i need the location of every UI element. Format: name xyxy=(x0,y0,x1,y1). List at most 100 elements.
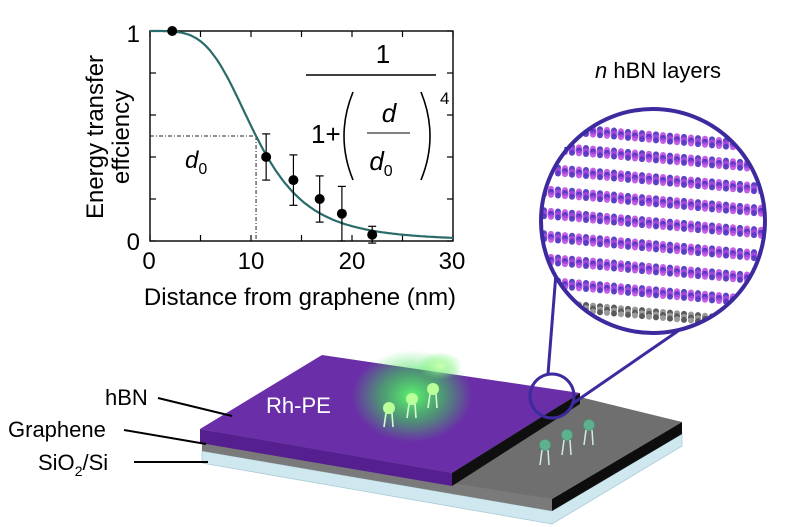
hbn-atom xyxy=(548,191,554,198)
hbn-atom xyxy=(660,157,666,164)
hbn-atom xyxy=(772,277,778,283)
hbn-atom xyxy=(772,212,778,218)
hbn-atom xyxy=(639,200,645,207)
hbn-atom xyxy=(765,144,771,150)
hbn-atom xyxy=(590,240,596,247)
graphene-atom xyxy=(562,300,568,307)
hbn-atom xyxy=(681,203,687,210)
hbn-atom xyxy=(604,174,610,181)
hbn-atom xyxy=(639,291,645,298)
hbn-atom xyxy=(604,287,610,294)
hbn-atom xyxy=(541,169,547,176)
hbn-atom xyxy=(569,238,575,245)
data-point-3 xyxy=(314,194,325,204)
hbn-atom xyxy=(527,255,533,261)
y-axis-label-line2: effciency xyxy=(108,90,135,184)
hbn-atom xyxy=(597,264,603,271)
graphene-atom xyxy=(751,323,757,330)
hbn-atom xyxy=(646,222,652,229)
hbn-atom xyxy=(737,230,743,237)
data-point-2 xyxy=(288,175,299,186)
x-axis-label: Distance from graphene (nm) xyxy=(144,284,456,311)
hbn-atom xyxy=(674,271,680,278)
hbn-atom xyxy=(534,121,540,127)
hbn-layer-2 xyxy=(541,165,765,193)
hbn-atom xyxy=(758,210,764,217)
rh-pe-molecule-quenched xyxy=(539,419,595,466)
hbn-atom xyxy=(723,163,729,170)
hbn-atom xyxy=(772,209,778,215)
hbn-atom xyxy=(765,167,771,173)
hbn-atom xyxy=(751,301,757,308)
hbn-atom xyxy=(639,136,645,143)
zoom-title: n hBN layers xyxy=(595,58,721,83)
hbn-atom xyxy=(618,220,624,227)
data-point-5 xyxy=(367,229,378,240)
graphene-atom xyxy=(758,323,764,330)
formula-one-plus: 1+ xyxy=(311,119,341,149)
hbn-layer-3 xyxy=(541,187,765,215)
hbn-atom xyxy=(569,284,575,291)
graphene-atom xyxy=(737,318,743,325)
hbn-atom xyxy=(716,229,722,236)
hbn-atom xyxy=(772,231,778,237)
hbn-atom xyxy=(765,296,771,302)
hbn-atom xyxy=(688,295,694,302)
hbn-atom xyxy=(583,151,589,158)
hbn-atom xyxy=(716,252,722,259)
hbn-atom xyxy=(576,127,582,134)
hbn-atom xyxy=(751,188,757,195)
hbn-atom xyxy=(527,123,533,129)
hbn-atom xyxy=(667,270,673,277)
graphene-atom xyxy=(765,321,771,327)
hbn-atom xyxy=(541,144,547,151)
hbn-atom xyxy=(632,135,638,142)
hbn-atom xyxy=(639,268,645,275)
hbn-atom xyxy=(695,141,701,148)
hbn-atom xyxy=(751,143,757,150)
hbn-atom xyxy=(597,241,603,248)
hbn-atom xyxy=(702,205,708,212)
hbn-atom xyxy=(632,290,638,297)
substrate-label: SiO2/Si xyxy=(38,450,108,479)
hbn-atom xyxy=(716,163,722,170)
hbn-atom xyxy=(674,159,680,166)
hbn-atom xyxy=(541,124,547,131)
hbn-atom xyxy=(723,229,729,236)
hbn-atom xyxy=(569,123,575,130)
hbn-atom xyxy=(555,148,561,155)
graphene-atom xyxy=(527,300,533,306)
hbn-atom xyxy=(534,166,540,172)
graphene-atom xyxy=(653,314,659,321)
hbn-atom xyxy=(604,152,610,159)
hbn-atom xyxy=(548,144,554,151)
hbn-atom xyxy=(534,259,540,265)
hbn-atom xyxy=(744,165,750,172)
hbn-atom xyxy=(737,296,743,303)
zoom-border xyxy=(539,107,767,335)
hbn-atom xyxy=(527,168,533,174)
hbn-atom xyxy=(555,125,561,132)
hbn-atom xyxy=(730,230,736,237)
hbn-atom xyxy=(730,186,736,193)
hbn-atom xyxy=(590,263,596,270)
hbn-atom xyxy=(527,281,533,287)
hbn-atom xyxy=(618,289,624,296)
hbn-atom xyxy=(625,134,631,141)
graphene-atom xyxy=(730,315,736,322)
hbn-atom xyxy=(548,282,554,289)
hbn-atom xyxy=(562,126,568,133)
hbn-atom xyxy=(583,173,589,180)
hbn-atom xyxy=(772,187,778,193)
hbn-atom xyxy=(618,243,624,250)
graphene-atom xyxy=(555,305,561,312)
y-tick-label-1: 1 xyxy=(127,21,140,48)
formula-d0: d0 xyxy=(369,146,392,180)
hbn-atom xyxy=(758,146,764,153)
hbn-atom xyxy=(765,141,771,147)
hbn-atom xyxy=(562,193,568,200)
x-tick-label-10: 10 xyxy=(238,248,265,275)
hbn-atom xyxy=(660,137,666,144)
graphene-atom xyxy=(527,303,533,309)
hbn-atom xyxy=(730,253,736,260)
